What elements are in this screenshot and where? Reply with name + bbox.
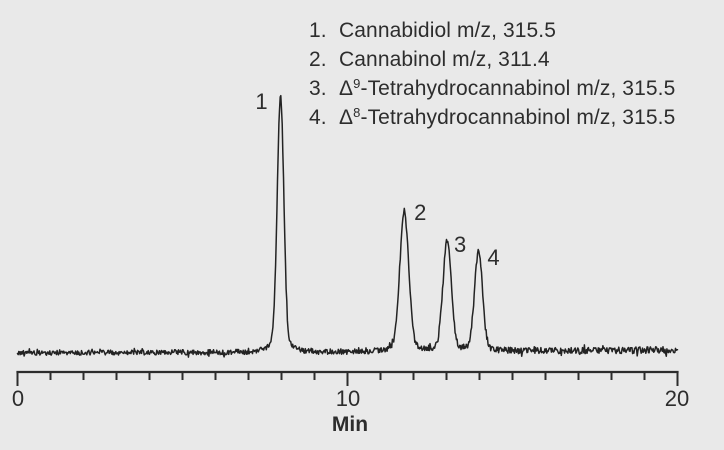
peak-label-4: 4 <box>487 244 500 270</box>
peak-label-3: 3 <box>454 232 467 258</box>
legend-item-1: 1. Cannabidiol m/z, 315.5 <box>309 16 675 45</box>
legend-text-rest: -Tetrahydrocannabinol m/z, 315.5 <box>360 77 676 100</box>
legend-item-number: 3. <box>309 77 327 100</box>
legend-item-text: Cannabidiol m/z, 315.5 <box>339 16 556 45</box>
legend-item-text: Δ8-Tetrahydrocannabinol m/z, 315.5 <box>339 103 675 132</box>
legend-text-sup: 9 <box>353 76 361 91</box>
legend-item-number: 1. <box>309 19 327 42</box>
legend-text-pre: Δ <box>339 77 354 100</box>
legend-text-sup: 8 <box>353 105 361 120</box>
peak-label-2: 2 <box>414 200 427 226</box>
peak-legend: 1. Cannabidiol m/z, 315.5 2. Cannabinol … <box>309 16 675 132</box>
legend-text-rest: -Tetrahydrocannabinol m/z, 315.5 <box>360 106 676 129</box>
x-tick-label-10: 10 <box>335 386 361 411</box>
x-tick-label-0: 0 <box>11 386 25 411</box>
legend-item-text: Δ9-Tetrahydrocannabinol m/z, 315.5 <box>339 74 675 103</box>
chromatogram-trace <box>16 94 679 358</box>
legend-item-number: 4. <box>309 106 327 129</box>
peak-label-1: 1 <box>255 88 268 114</box>
legend-item-number: 2. <box>309 48 327 71</box>
legend-text-pre: Cannabidiol m/z, 315.5 <box>339 19 556 42</box>
legend-item-2: 2. Cannabinol m/z, 311.4 <box>309 45 675 74</box>
x-tick-label-20: 20 <box>664 386 690 411</box>
x-axis-title: Min <box>331 413 369 436</box>
legend-item-4: 4. Δ8-Tetrahydrocannabinol m/z, 315.5 <box>309 103 675 132</box>
legend-text-pre: Δ <box>339 106 354 129</box>
legend-item-text: Cannabinol m/z, 311.4 <box>339 45 550 74</box>
legend-item-3: 3. Δ9-Tetrahydrocannabinol m/z, 315.5 <box>309 74 675 103</box>
x-axis <box>16 370 679 386</box>
legend-text-pre: Cannabinol m/z, 311.4 <box>339 48 550 71</box>
